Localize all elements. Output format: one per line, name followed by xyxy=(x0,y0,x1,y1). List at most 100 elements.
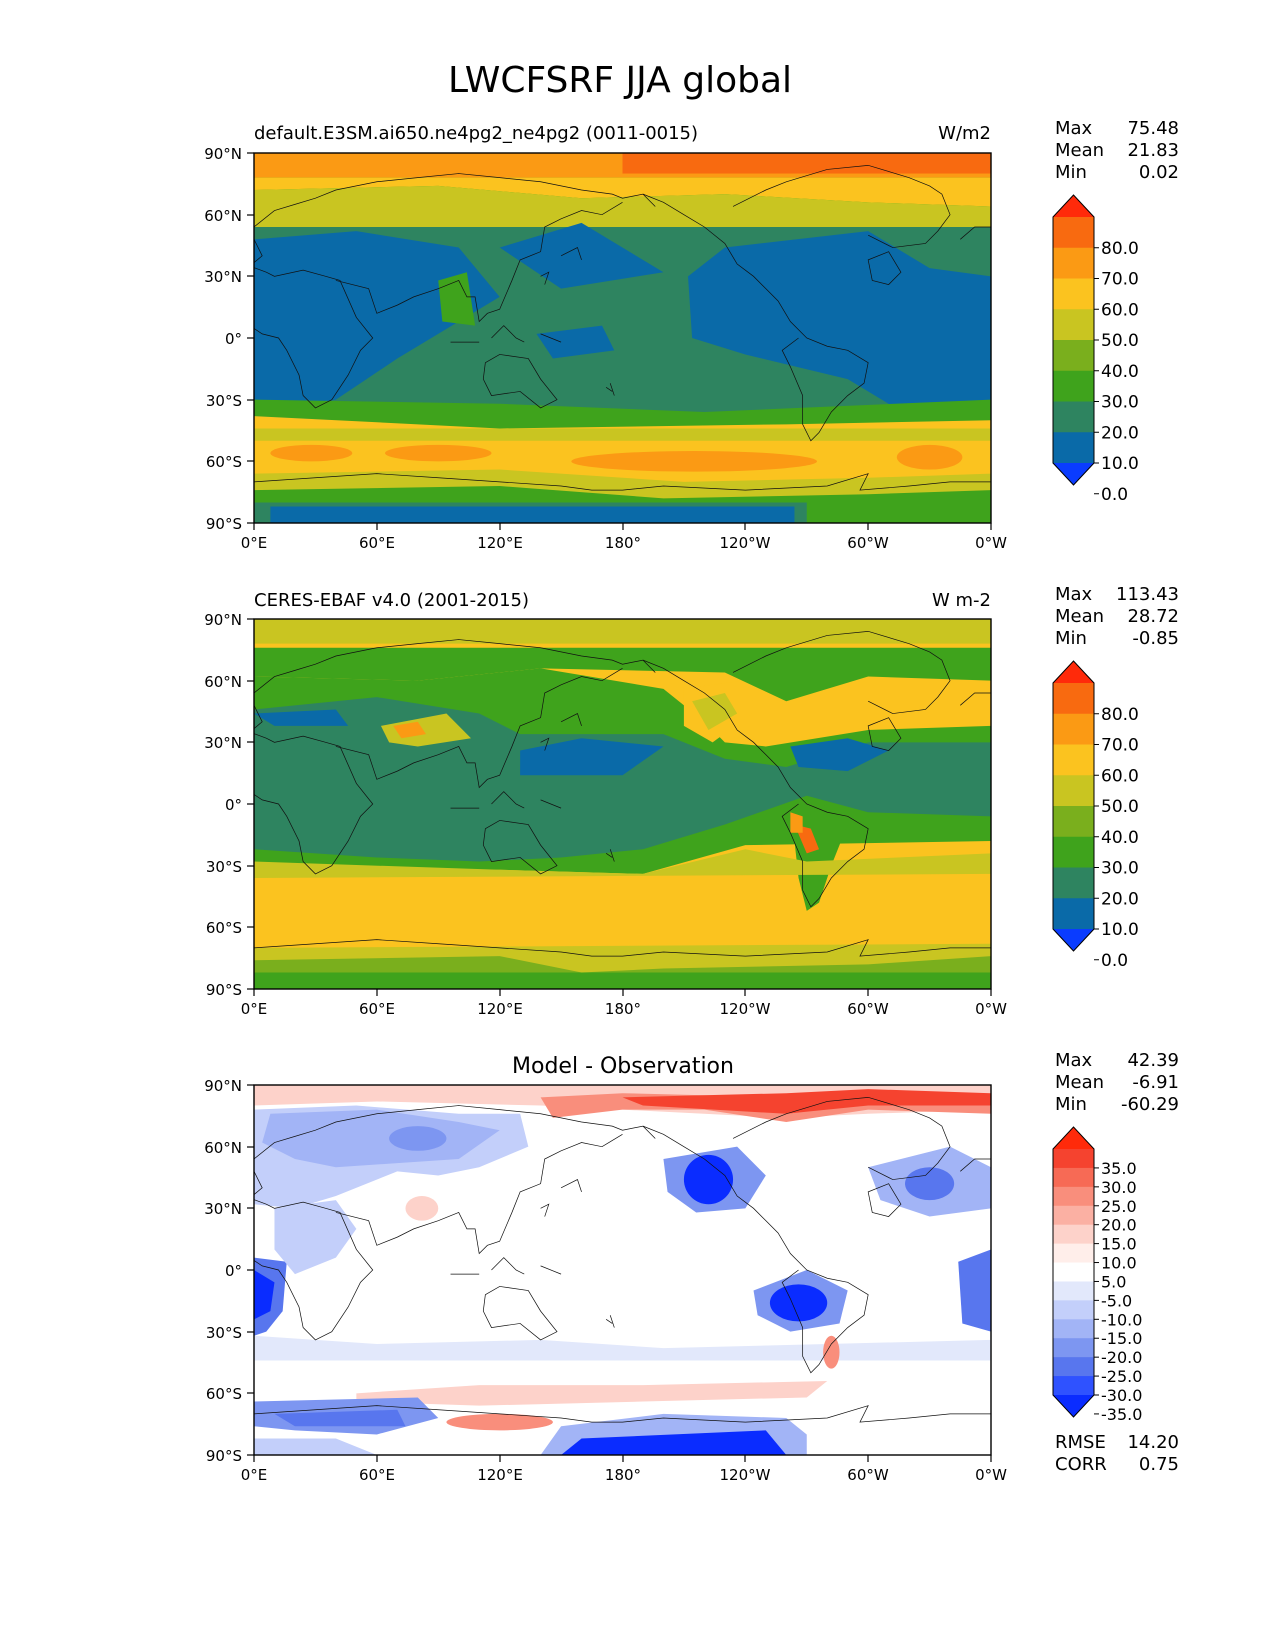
map-field xyxy=(274,1200,357,1275)
map-field xyxy=(622,153,991,174)
colorbar-tick-label: 25.0 xyxy=(1101,1197,1137,1216)
lat-tick-label: 60°S xyxy=(206,1385,242,1403)
lon-tick-label: 120°W xyxy=(720,534,771,552)
panel-test-stats: Max 75.48 Mean 21.83 Min 0.02 xyxy=(1055,118,1179,183)
colorbar-segment xyxy=(1053,432,1094,464)
panel-test-lon-ticks: 0°E 60°E 120°E 180° 120°W 60°W 0°W xyxy=(241,523,1007,552)
map-field xyxy=(790,812,803,833)
colorbar-segment xyxy=(1053,370,1094,402)
panel-test-lat-ticks: 90°N 60°N 30°N 0° 30°S 60°S 90°S xyxy=(204,145,254,533)
colorbar-tick-label: 60.0 xyxy=(1101,300,1139,320)
lon-tick-label: 60°E xyxy=(359,1466,395,1484)
colorbar-segment xyxy=(1053,1149,1094,1169)
map-field xyxy=(254,399,991,429)
lon-tick-label: 180° xyxy=(605,1466,641,1484)
panel-ref-units: W m-2 xyxy=(932,590,991,611)
stat-mean-value: -6.91 xyxy=(1132,1072,1179,1093)
map-field xyxy=(790,738,889,772)
stat-min-value: -60.29 xyxy=(1121,1094,1179,1115)
colorbar-segment xyxy=(1053,683,1094,715)
panel-ref-lat-ticks: 90°N 60°N 30°N 0° 30°S 60°S 90°S xyxy=(204,611,254,999)
lat-tick-label: 0° xyxy=(225,330,242,348)
map-field xyxy=(683,1154,734,1205)
map-field xyxy=(405,1196,439,1221)
colorbar-tick-label: 50.0 xyxy=(1101,331,1139,351)
panel-test-map xyxy=(254,153,991,523)
panel-diff-lat-ticks: 90°N 60°N 30°N 0° 30°S 60°S 90°S xyxy=(204,1077,254,1465)
map-field xyxy=(270,506,795,523)
panel-ref-left-title: CERES-EBAF v4.0 (2001-2015) xyxy=(254,590,529,611)
lon-tick-label: 120°E xyxy=(477,534,523,552)
lon-tick-label: 0°E xyxy=(241,1000,268,1018)
panel-test-colorbar: 80.0 70.0 60.0 50.0 40.0 30.0 20.0 10.0 0.0 xyxy=(1052,194,1139,505)
colorbar-tick-label: 70.0 xyxy=(1101,270,1139,290)
colorbar-tick-label: -25.0 xyxy=(1101,1367,1142,1386)
map-field xyxy=(769,1284,828,1322)
colorbar-tick-label: 5.0 xyxy=(1101,1272,1126,1291)
lat-tick-label: 60°N xyxy=(204,673,242,691)
map-field xyxy=(688,231,991,417)
map-field xyxy=(438,272,476,326)
panel-test-units: W/m2 xyxy=(938,123,991,144)
lon-tick-label: 60°E xyxy=(359,1000,395,1018)
lat-tick-label: 60°S xyxy=(206,919,242,937)
stat-max-label: Max xyxy=(1055,584,1093,605)
lon-tick-label: 0°W xyxy=(975,534,1007,552)
lat-tick-label: 0° xyxy=(225,796,242,814)
lon-tick-label: 0°W xyxy=(975,1466,1007,1484)
stat-mean-value: 21.83 xyxy=(1127,140,1179,161)
stat-min-value: -0.85 xyxy=(1132,628,1179,649)
figure-title: LWCFSRF JJA global xyxy=(448,60,792,101)
panel-test: default.E3SM.ai650.ne4pg2_ne4pg2 (0011-0… xyxy=(204,118,1179,552)
map-field xyxy=(270,444,353,462)
colorbar-segment xyxy=(1053,340,1094,372)
colorbar-segment xyxy=(1053,1357,1094,1377)
lat-tick-label: 90°S xyxy=(206,515,242,533)
colorbar-tick-label: 30.0 xyxy=(1101,393,1139,413)
colorbar-tick-label: 10.0 xyxy=(1101,1254,1137,1273)
lat-tick-label: 60°N xyxy=(204,207,242,225)
colorbar-tick-label: 80.0 xyxy=(1101,705,1139,725)
colorbar-tick-label: 60.0 xyxy=(1101,766,1139,786)
panel-diff-center-title: Model - Observation xyxy=(512,1054,734,1079)
colorbar-extend-min xyxy=(1053,1395,1094,1417)
map-field xyxy=(561,1430,787,1455)
panel-ref-lon-ticks: 0°E 60°E 120°E 180° 120°W 60°W 0°W xyxy=(241,989,1007,1018)
colorbar-tick-label: 20.0 xyxy=(1101,423,1139,443)
colorbar-extend-min xyxy=(1053,929,1094,951)
map-field xyxy=(389,1126,447,1151)
colorbar-segment xyxy=(1053,1205,1094,1226)
colorbar-tick-label: 30.0 xyxy=(1101,859,1139,879)
colorbar-tick-label: 40.0 xyxy=(1101,828,1139,848)
colorbar-segment xyxy=(1053,247,1094,279)
colorbar-tick-label: 15.0 xyxy=(1101,1235,1137,1254)
lon-tick-label: 120°E xyxy=(477,1466,523,1484)
map-field xyxy=(380,713,472,747)
map-field xyxy=(896,444,963,470)
colorbar-segment xyxy=(1053,1262,1094,1282)
colorbar-segment xyxy=(1053,867,1094,899)
map-field xyxy=(254,647,991,702)
lon-tick-label: 0°W xyxy=(975,1000,1007,1018)
colorbar-tick-label: 70.0 xyxy=(1101,736,1139,756)
map-field xyxy=(254,972,991,989)
colorbar-segment xyxy=(1053,1186,1094,1207)
lat-tick-label: 60°S xyxy=(206,453,242,471)
lon-tick-label: 60°W xyxy=(847,1000,889,1018)
map-field xyxy=(356,1381,828,1406)
colorbar-segment xyxy=(1053,1319,1094,1339)
colorbar-segment xyxy=(1053,1167,1094,1188)
lat-tick-label: 90°S xyxy=(206,1447,242,1465)
panel-ref: CERES-EBAF v4.0 (2001-2015) W m-2 xyxy=(204,584,1179,1018)
panel-test-left-title: default.E3SM.ai650.ne4pg2_ne4pg2 (0011-0… xyxy=(254,123,698,144)
colorbar-tick-label: 20.0 xyxy=(1101,1216,1137,1235)
colorbar-tick-label: 10.0 xyxy=(1101,454,1139,474)
lat-tick-label: 30°S xyxy=(206,858,242,876)
map-field xyxy=(254,177,991,207)
colorbar-tick-label: 10.0 xyxy=(1101,920,1139,940)
colorbar-tick-label: 35.0 xyxy=(1101,1159,1137,1178)
colorbar-tick-label: 80.0 xyxy=(1101,239,1139,259)
stat-max-value: 113.43 xyxy=(1116,584,1179,605)
map-field xyxy=(385,444,492,462)
